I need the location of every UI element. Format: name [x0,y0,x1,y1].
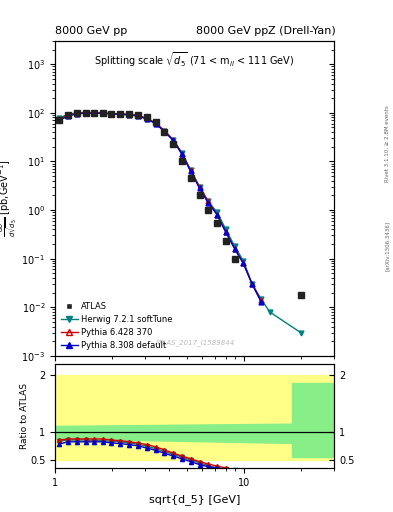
Text: 8000 GeV pp: 8000 GeV pp [196,26,269,36]
Text: ATLAS_2017_I1589844: ATLAS_2017_I1589844 [154,339,235,347]
Y-axis label: $\frac{d\sigma}{d\sqrt{d_5}}$ [pb,GeV$^{-1}$]: $\frac{d\sigma}{d\sqrt{d_5}}$ [pb,GeV$^{… [0,160,20,237]
Text: Z (Drell-Yan): Z (Drell-Yan) [268,26,336,36]
Text: Rivet 3.1.10, ≥ 2.8M events: Rivet 3.1.10, ≥ 2.8M events [385,105,389,182]
Bar [55,375,334,460]
Text: Splitting scale $\sqrt{d_5}$ (71 < m$_{ll}$ < 111 GeV): Splitting scale $\sqrt{d_5}$ (71 < m$_{l… [94,50,295,69]
Legend: ATLAS, Herwig 7.2.1 softTune, Pythia 6.428 370, Pythia 8.308 default: ATLAS, Herwig 7.2.1 softTune, Pythia 6.4… [59,300,174,352]
Text: [arXiv:1306.3436]: [arXiv:1306.3436] [385,221,389,271]
Y-axis label: Ratio to ATLAS: Ratio to ATLAS [20,383,29,449]
X-axis label: sqrt{d_5} [GeV]: sqrt{d_5} [GeV] [149,494,240,505]
Text: 8000 GeV pp: 8000 GeV pp [55,26,127,36]
